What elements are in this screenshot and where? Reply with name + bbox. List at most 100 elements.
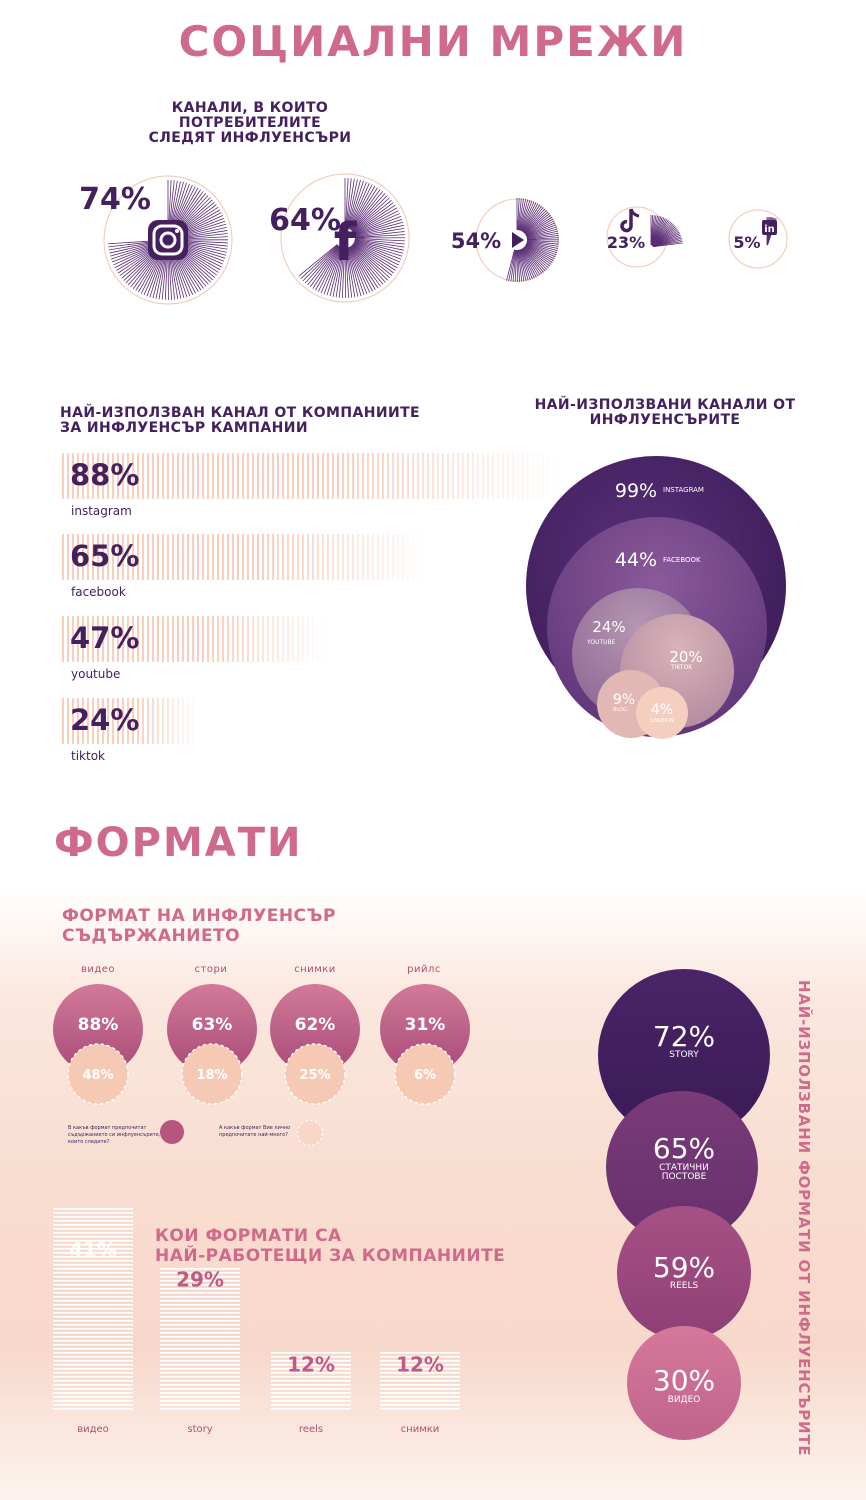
radial-ray bbox=[353, 243, 396, 271]
radial-ray bbox=[526, 242, 558, 254]
legend-filled-text: В какъв формат предпочитат съдържанието … bbox=[68, 1125, 160, 1146]
formats-title: ФОРМАТИ bbox=[54, 820, 303, 866]
radial-ray bbox=[521, 202, 537, 232]
format-bar bbox=[380, 1351, 460, 1412]
radial-ray bbox=[127, 253, 157, 286]
format-bar bbox=[271, 1351, 351, 1412]
radial-ray bbox=[335, 247, 344, 298]
radial-ray bbox=[174, 185, 193, 224]
radial-ray bbox=[519, 199, 531, 231]
preferred-format-bubble bbox=[53, 984, 143, 1074]
radial-ray bbox=[524, 245, 551, 267]
radial-ray bbox=[184, 220, 226, 235]
section2-header-line1: НАЙ-ИЗПОЛЗВАН КАНАЛ ОТ КОМПАНИИТЕ bbox=[60, 405, 420, 421]
radial-ray bbox=[351, 244, 388, 281]
radial-ray bbox=[149, 257, 163, 298]
radial-ray bbox=[518, 198, 524, 231]
radial-ray bbox=[347, 180, 364, 229]
radial-ray bbox=[338, 247, 345, 298]
company-format-chart: 41% видео 29% story 12% reels 12% снимки bbox=[40, 1200, 480, 1450]
radial-ray bbox=[526, 241, 559, 247]
radial-ray bbox=[352, 243, 394, 274]
radial-ray bbox=[185, 243, 227, 253]
company-format-svg: 41% видео 29% story 12% reels 12% снимки bbox=[53, 1206, 460, 1435]
personal-format-bubble bbox=[181, 1043, 243, 1105]
radial-ray bbox=[182, 204, 217, 230]
facebook-icon: f bbox=[334, 213, 358, 273]
radial-ray bbox=[350, 191, 383, 231]
radial-ray bbox=[353, 213, 400, 235]
format-bubbles-svg: 88% 48% 63% 18% 62% 25% 31% 6% bbox=[53, 984, 470, 1105]
legend-dashed-text: А какъв формат Вие лично предпочитате на… bbox=[219, 1125, 290, 1139]
radial-ray bbox=[524, 213, 550, 234]
bar-label: youtube bbox=[71, 667, 121, 681]
radial-ray bbox=[320, 247, 342, 294]
radial-ray bbox=[323, 247, 342, 295]
radial-ray bbox=[353, 241, 401, 263]
personal-format-bubble bbox=[394, 1043, 456, 1105]
page-title: СОЦИАЛНИ МРЕЖИ bbox=[178, 17, 688, 66]
legend-dashed-line2: предпочитате най-много? bbox=[219, 1132, 288, 1138]
radial-ray bbox=[349, 185, 376, 230]
section5-header-line1: КОИ ФОРМАТИ СА bbox=[155, 1226, 342, 1246]
bubble-value: 9% bbox=[613, 692, 635, 708]
company-channel-bar: 24% tiktok bbox=[62, 698, 199, 763]
section4-header-line1: ФОРМАТ НА ИНФЛУЕНСЪР bbox=[62, 906, 336, 926]
bubble-label: СТАТИЧНИ bbox=[659, 1163, 709, 1173]
section1-header-line2: СЛЕДЯТ ИНФЛУЕНСЪРИ bbox=[148, 130, 352, 146]
instagram-icon bbox=[148, 220, 188, 260]
radial-ray bbox=[518, 249, 527, 282]
radial-ray bbox=[524, 211, 549, 234]
radial-ray bbox=[110, 244, 151, 257]
radial-ray bbox=[349, 184, 373, 230]
radial-ray bbox=[152, 257, 164, 299]
preferred-format-bubble bbox=[167, 984, 257, 1074]
section3-header-line1: НАЙ-ИЗПОЛЗВАНИ КАНАЛИ ОТ bbox=[534, 397, 796, 413]
radial-ray bbox=[346, 179, 358, 229]
radial-ray bbox=[522, 205, 542, 233]
radial-ray bbox=[176, 255, 199, 292]
radial-ring bbox=[728, 209, 788, 269]
bubble-label: LINKEDIN bbox=[650, 718, 674, 724]
radial-ray bbox=[341, 247, 345, 298]
radial-ray bbox=[525, 244, 554, 262]
radial-ray bbox=[161, 257, 167, 300]
section3-header: НАЙ-ИЗПОЛЗВАНИ КАНАЛИ ОТ ИНФЛУЕНСЪРИТЕ bbox=[520, 398, 810, 428]
radial-ray bbox=[182, 249, 219, 273]
bar-label: видео bbox=[77, 1424, 109, 1435]
radial-ray bbox=[351, 245, 386, 283]
tiktok-icon bbox=[620, 208, 640, 233]
radial-ray bbox=[332, 247, 344, 297]
radial-ray bbox=[524, 245, 552, 265]
radial-ray bbox=[526, 243, 557, 256]
format-label: рийлс bbox=[407, 964, 441, 975]
format-bar bbox=[160, 1266, 240, 1412]
bar-label: tiktok bbox=[71, 749, 105, 763]
radial-ring bbox=[103, 175, 233, 305]
format-bubbles: 88% 48% 63% 18% 62% 25% 31% 6% bbox=[40, 978, 490, 1113]
radial-ray bbox=[526, 242, 558, 252]
radial-ray bbox=[520, 200, 533, 231]
radial-ray bbox=[353, 242, 399, 266]
radial-ray bbox=[523, 247, 544, 273]
radial-ray bbox=[110, 245, 152, 260]
radial-ray bbox=[526, 232, 559, 239]
bubble-label: INSTAGRAM bbox=[663, 486, 704, 494]
bar-fill bbox=[62, 698, 199, 744]
radial-ray bbox=[185, 245, 226, 259]
radial-ray bbox=[346, 247, 359, 297]
radial-ray bbox=[526, 241, 559, 249]
section2-header-line2: ЗА ИНФЛУЕНСЪР КАМПАНИИ bbox=[60, 420, 308, 436]
radial-ray bbox=[130, 253, 158, 288]
bar-value: 29% bbox=[176, 1267, 224, 1291]
radial-ray bbox=[172, 257, 185, 298]
radial-ray bbox=[179, 195, 209, 227]
radial-ray bbox=[168, 257, 172, 300]
bubble-value: 6% bbox=[414, 1068, 436, 1083]
radial-ray bbox=[181, 201, 215, 229]
radial-ray bbox=[353, 210, 399, 234]
bubble-video bbox=[627, 1326, 741, 1440]
radial-ray bbox=[185, 244, 227, 256]
radial-ray bbox=[526, 240, 559, 243]
bubble-static-posts bbox=[606, 1091, 758, 1243]
